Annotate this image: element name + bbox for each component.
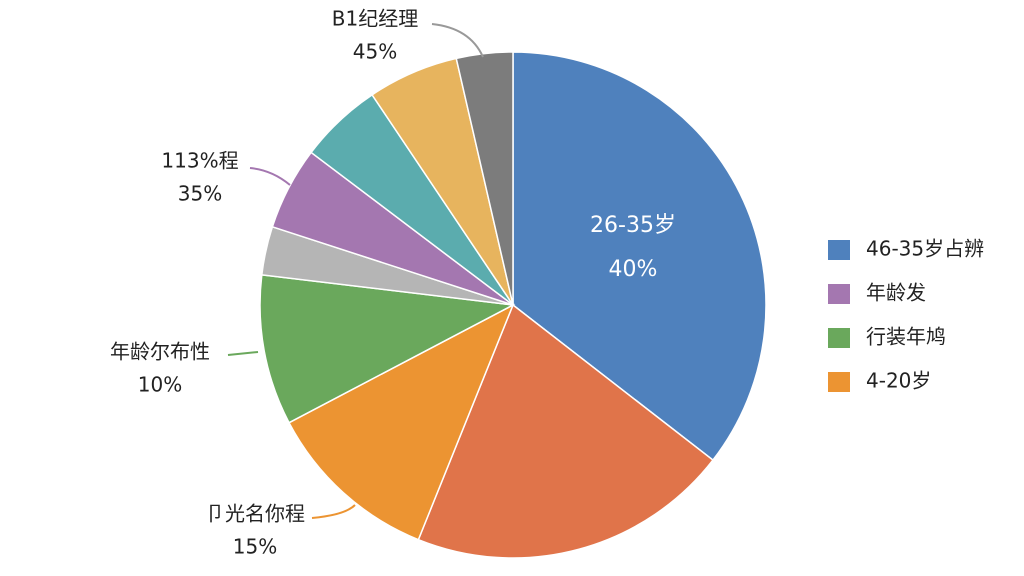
leader-line — [227, 351, 259, 356]
annotation: 10% — [138, 373, 182, 397]
annotation: 113%程 — [161, 149, 238, 173]
pie-slice — [417, 303, 714, 559]
pie-slice — [288, 303, 515, 541]
annotation: 年龄尔布性 — [110, 340, 210, 364]
leader-line — [431, 23, 484, 58]
legend-label: 4-20岁 — [866, 369, 931, 393]
slice-label: 40% — [609, 257, 658, 282]
annotation: B1纪经理 — [332, 7, 418, 31]
pie-slice — [455, 51, 514, 306]
legend-swatch — [828, 240, 850, 260]
legend-label: 46-35岁占辨 — [866, 237, 984, 261]
annotation: 45% — [353, 40, 397, 64]
legend-label: 年龄发 — [866, 281, 926, 305]
leader-line — [249, 167, 291, 186]
leader-line — [311, 504, 356, 519]
pie-slice — [512, 51, 767, 462]
legend-swatch — [828, 372, 850, 392]
legend-swatch — [828, 284, 850, 304]
pie-slice — [259, 274, 516, 424]
annotation: 卩光名你程 — [205, 502, 305, 526]
legend-swatch — [828, 328, 850, 348]
annotation: 15% — [233, 535, 277, 559]
legend-label: 行装年鸠 — [866, 325, 946, 349]
annotation: 35% — [178, 182, 222, 206]
slice-label: 26-35岁 — [590, 213, 676, 238]
